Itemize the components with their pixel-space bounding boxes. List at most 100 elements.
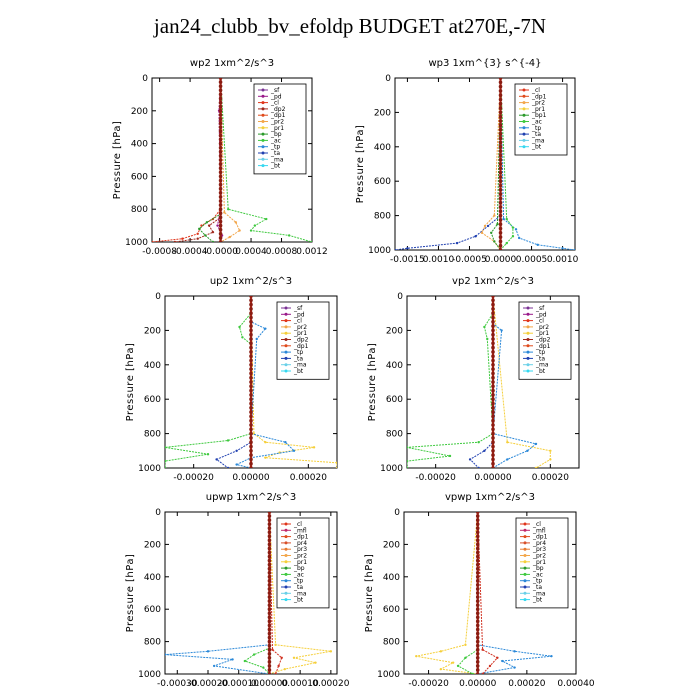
y-tick-label: 400 [144,573,161,583]
legend: _sf_pd_cl_pr2_pr1_dp2_dp1_tp_ta_ma_bt [276,301,330,380]
total-marker [267,550,272,555]
data-point [471,672,474,674]
total-marker [218,100,223,105]
total-marker [218,191,223,195]
y-tick-label: 800 [386,430,403,440]
y-tick-label: 0 [155,508,161,518]
total-marker [218,84,223,88]
legend-marker [261,107,265,111]
data-point [310,240,312,242]
total-marker [475,668,480,672]
legend-marker [284,541,288,545]
legend-marker [522,113,526,117]
data-point [204,234,207,237]
y-tick-label: 600 [386,395,403,405]
legend-marker [526,363,530,367]
data-point [415,654,418,658]
data-point [335,461,337,465]
panel-title: wp3 1xm^{3} s^{-4} [428,58,541,69]
data-point [514,228,518,231]
legend: _cl_dp1_pr2_pr1_bp1_ac_tp_ta_ma_bt [514,83,568,156]
legend-label: _bt [532,597,543,604]
total-marker [218,104,223,109]
total-marker [267,591,272,595]
total-marker [491,457,495,462]
plot-frame [151,77,313,243]
legend-label: _ta [531,131,541,138]
total-marker [491,324,495,328]
legend-marker [284,528,288,532]
legend-marker [284,535,288,539]
legend-label: _bp1 [531,112,547,119]
legend-marker [284,369,288,373]
legend-marker [284,356,288,360]
data-point [235,463,238,466]
y-tick-label: 600 [131,172,148,182]
legend-marker [284,319,288,323]
legend-marker [526,350,530,354]
total-marker [498,149,503,153]
x-tick-label: -0.00010 [218,679,259,689]
data-point [287,234,291,237]
series-line-tp [165,512,270,674]
legend-label: _tp [293,578,303,585]
data-point [165,446,167,449]
total-marker [249,418,253,423]
total-marker [218,158,223,162]
total-marker [249,384,253,389]
total-marker [267,530,272,535]
total-marker [491,449,495,453]
legend-label: _pr1 [532,559,546,566]
legend-marker [522,132,526,136]
legend-marker [261,120,265,123]
total-marker [218,219,223,224]
total-marker [498,102,503,106]
data-point [283,667,286,671]
total-marker [218,150,223,154]
legend-marker [522,101,526,105]
total-marker [218,211,223,216]
legend-marker [261,138,265,142]
data-point [549,449,552,452]
data-point [226,466,230,468]
legend-marker [523,541,527,545]
legend: _cl_mfl_dp1_pr4_pr3_pr2_pr1_bp_ac_tp_ta_… [276,517,330,609]
legend-marker [523,554,527,557]
total-marker [491,453,495,457]
data-point [205,221,209,224]
legend-marker [523,598,527,602]
total-marker [267,660,272,664]
legend-label: _dp1 [535,343,551,350]
total-marker [491,401,495,406]
total-marker [475,607,480,611]
y-tick-label: 200 [144,540,161,550]
legend-label: _ac [293,571,304,578]
total-marker [218,207,223,211]
legend-marker [261,145,265,149]
total-marker [249,457,253,462]
data-point [253,224,257,227]
legend-marker [261,132,265,136]
total-marker [491,311,495,316]
total-marker [249,315,253,320]
total-marker [498,97,503,102]
total-marker [491,332,495,337]
total-marker [498,166,503,171]
legend-marker [523,535,527,539]
y-tick-label: 800 [374,212,391,222]
series-line-tp [235,296,296,468]
total-marker [267,514,272,518]
total-marker [491,440,495,445]
total-marker [267,615,272,620]
legend-marker [261,88,265,92]
legend-marker [261,164,265,168]
data-point [228,235,231,239]
total-marker [218,145,223,150]
data-point [483,325,486,329]
data-point [265,217,268,221]
plot-frame [394,77,576,251]
total-marker [249,363,253,367]
legend-marker [284,325,288,329]
legend-label: _dp2 [535,337,551,344]
total-marker [218,178,223,183]
